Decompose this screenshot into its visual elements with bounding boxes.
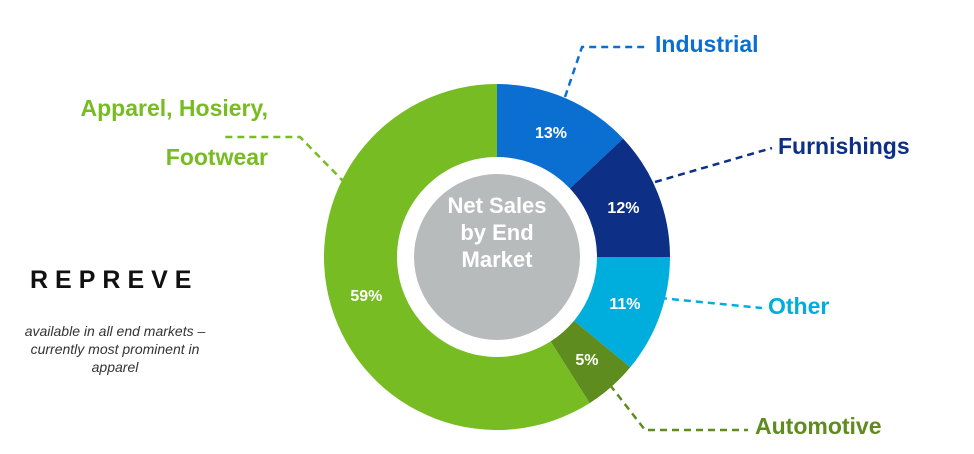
leader-line [609, 384, 748, 432]
logo: REPREVE [30, 266, 199, 294]
donut-slice [550, 320, 631, 404]
center-label: Net Sales by End Market [447, 193, 547, 272]
value-label: 13% [535, 125, 567, 142]
value-label: 12% [607, 200, 639, 217]
category-label: Apparel, Hosiery, Footwear [80, 95, 268, 170]
leader-line [654, 146, 773, 184]
leader-line [563, 45, 648, 98]
value-label: 59% [350, 288, 382, 305]
category-label: Automotive [755, 413, 882, 439]
value-label: 5% [575, 352, 598, 369]
donut-slice [323, 84, 590, 430]
category-label: Industrial [655, 31, 759, 57]
leader-line [659, 296, 763, 310]
logo-note: available in all end markets – currently… [24, 323, 206, 375]
category-label: Other [768, 293, 830, 319]
leader-line [222, 135, 346, 184]
category-label: Furnishings [778, 133, 910, 159]
donut-slice [574, 257, 670, 368]
donut-slice [569, 138, 670, 257]
center-circle [414, 174, 580, 340]
donut-slice [497, 84, 624, 189]
value-label: 11% [609, 296, 640, 313]
